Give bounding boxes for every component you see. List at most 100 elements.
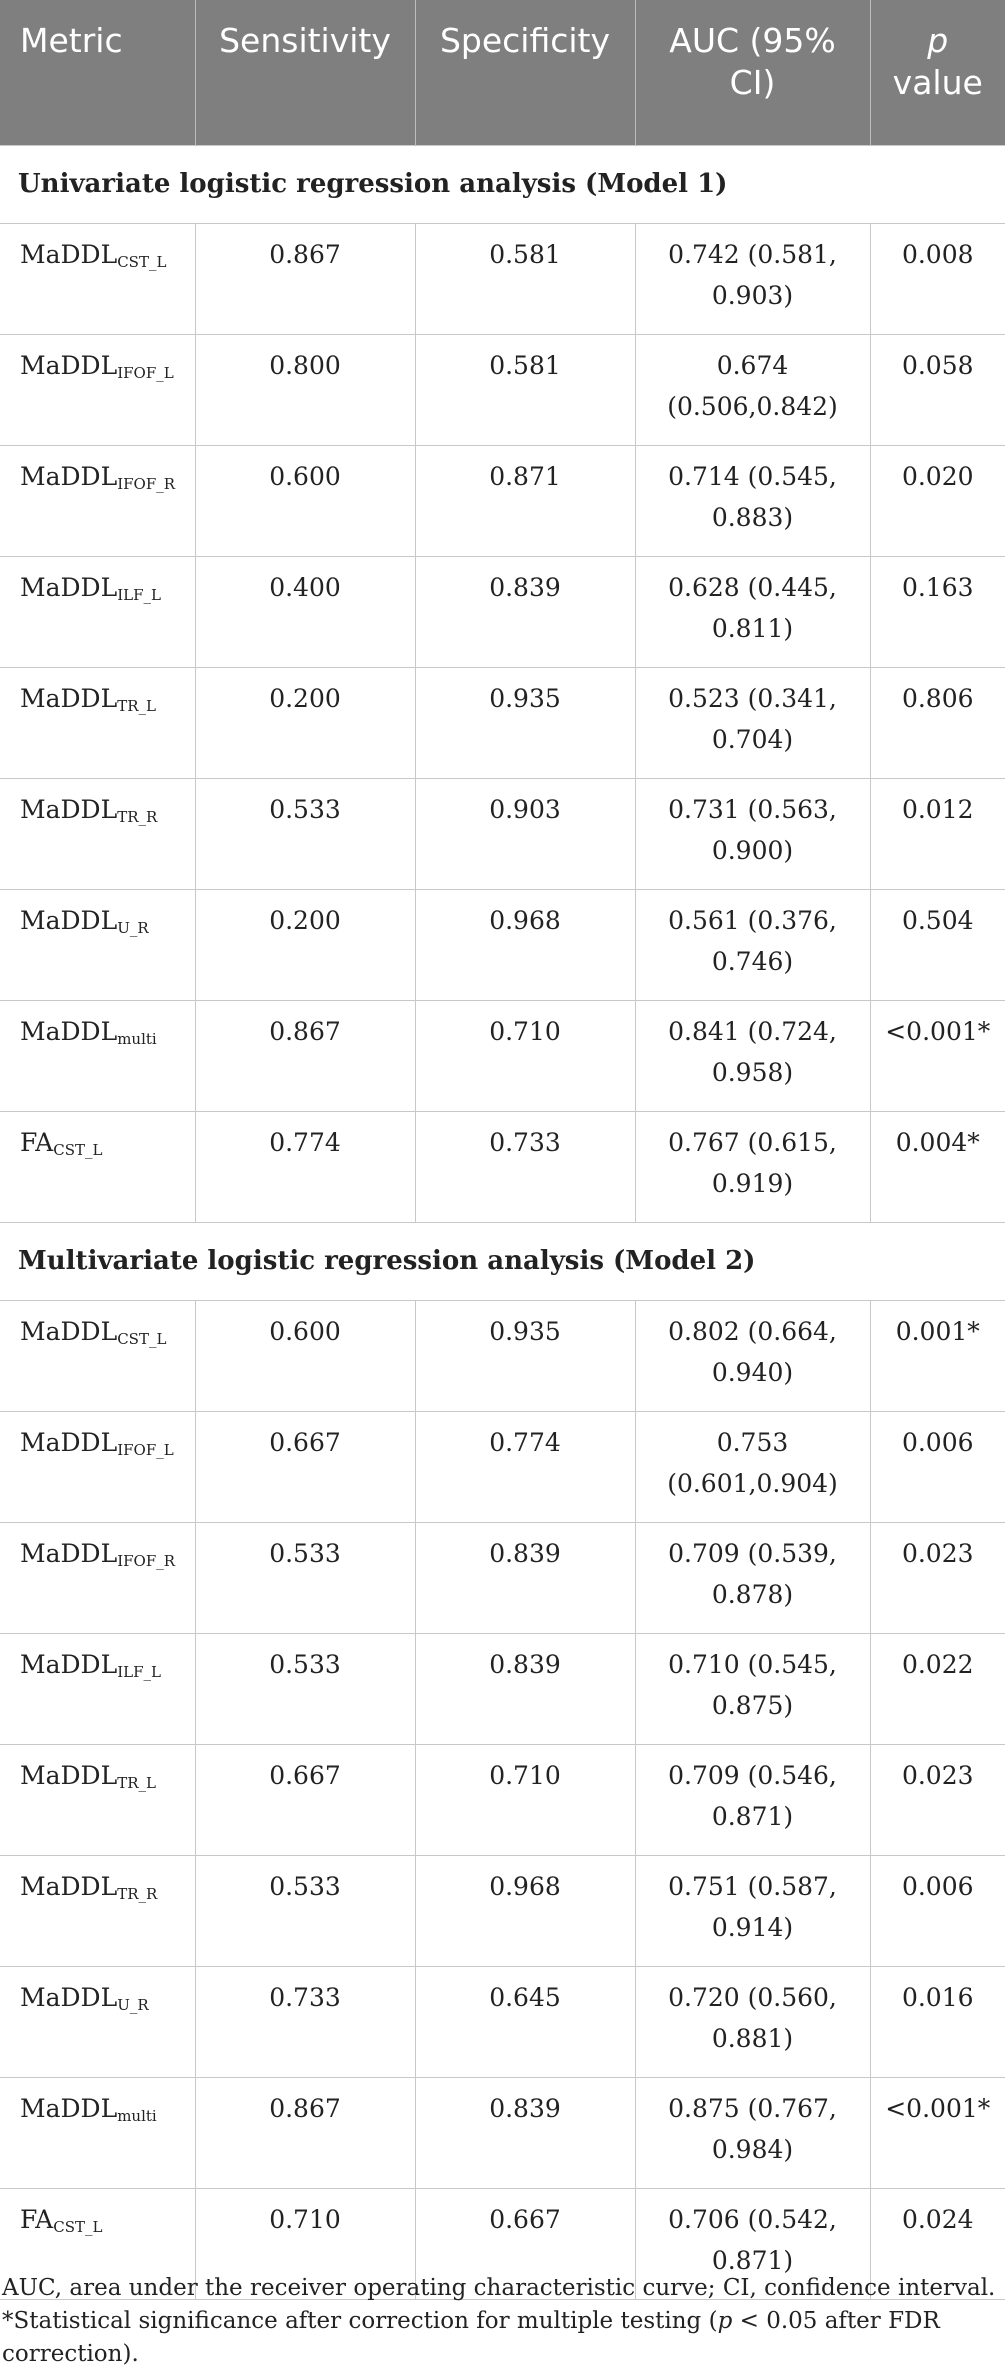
metric-subscript: multi bbox=[117, 2106, 157, 2125]
auc-cell: 0.742 (0.581, 0.903) bbox=[634, 222, 870, 334]
metric-subscript: CST_L bbox=[53, 2217, 103, 2236]
specificity-cell: 0.968 bbox=[414, 1854, 635, 1966]
auc-line1: 0.731 (0.563, bbox=[668, 794, 837, 824]
auc-line1: 0.802 (0.664, bbox=[668, 1316, 837, 1346]
sensitivity-cell: 0.400 bbox=[194, 555, 415, 667]
p-value-cell: 0.004* bbox=[869, 1110, 1005, 1222]
metric-subscript: CST_L bbox=[53, 1140, 103, 1159]
metric-name: MaDDL bbox=[20, 905, 118, 935]
sensitivity-cell: 0.774 bbox=[194, 1110, 415, 1222]
header-sensitivity: Sensitivity bbox=[194, 0, 415, 145]
table-row: MaDDLILF_L 0.533 0.839 0.710 (0.545, 0.875) 0… bbox=[0, 1632, 1005, 1744]
section-row: Univariate logistic regression analysis … bbox=[0, 144, 1005, 223]
sensitivity-cell: 0.667 bbox=[194, 1743, 415, 1855]
metric-subscript: TR_R bbox=[117, 807, 158, 826]
p-value-cell: 0.006 bbox=[869, 1410, 1005, 1522]
section-row: Multivariate logistic regression analysi… bbox=[0, 1221, 1005, 1300]
sensitivity-cell: 0.200 bbox=[194, 888, 415, 1000]
sensitivity-cell: 0.200 bbox=[194, 666, 415, 778]
metric-cell: MaDDLU_R bbox=[0, 1965, 195, 2077]
auc-cell: 0.709 (0.546, 0.871) bbox=[634, 1743, 870, 1855]
metric-name: MaDDL bbox=[20, 1316, 118, 1346]
header-specificity: Specificity bbox=[414, 0, 635, 145]
p-value-cell: 0.012 bbox=[869, 777, 1005, 889]
table-row: MaDDLIFOF_R 0.533 0.839 0.709 (0.539, 0.878)… bbox=[0, 1521, 1005, 1633]
p-value-cell: 0.001* bbox=[869, 1299, 1005, 1411]
metric-name: MaDDL bbox=[20, 1649, 118, 1679]
auc-cell: 0.731 (0.563, 0.900) bbox=[634, 777, 870, 889]
p-value-cell: <0.001* bbox=[869, 2076, 1005, 2188]
results-table: Metric Sensitivity Specificity AUC (95% … bbox=[0, 0, 1005, 2300]
auc-line1: 0.751 (0.587, bbox=[668, 1871, 837, 1901]
auc-line1: 0.709 (0.539, bbox=[668, 1538, 837, 1568]
footnote-sig-p: p bbox=[717, 2308, 733, 2334]
specificity-cell: 0.968 bbox=[414, 888, 635, 1000]
metric-subscript: IFOF_L bbox=[117, 1440, 174, 1459]
footnote-sig-prefix: *Statistical significance after correcti… bbox=[2, 2308, 718, 2334]
auc-line2: 0.871) bbox=[711, 1801, 794, 1831]
sensitivity-cell: 0.533 bbox=[194, 1854, 415, 1966]
auc-line1: 0.841 (0.724, bbox=[668, 1016, 837, 1046]
header-row: Metric Sensitivity Specificity AUC (95% … bbox=[0, 0, 1005, 145]
sensitivity-cell: 0.800 bbox=[194, 333, 415, 445]
metric-subscript: U_R bbox=[117, 918, 149, 937]
metric-subscript: ILF_L bbox=[117, 585, 161, 604]
sensitivity-cell: 0.867 bbox=[194, 2076, 415, 2188]
auc-line2: 0.883) bbox=[711, 502, 794, 532]
auc-cell: 0.674 (0.506,0.842) bbox=[634, 333, 870, 445]
table-body: Univariate logistic regression analysis … bbox=[0, 144, 1005, 2300]
sensitivity-cell: 0.533 bbox=[194, 1632, 415, 1744]
header-p-line1: p bbox=[927, 21, 949, 60]
auc-line2: 0.903) bbox=[711, 280, 794, 310]
header-auc: AUC (95% CI) bbox=[634, 0, 870, 145]
specificity-cell: 0.935 bbox=[414, 1299, 635, 1411]
header-p-line2: value bbox=[892, 63, 983, 102]
header-auc-line2: CI) bbox=[729, 63, 776, 102]
metric-cell: MaDDLTR_L bbox=[0, 1743, 195, 1855]
footnote-abbreviations: AUC, area under the receiver operating c… bbox=[2, 2275, 996, 2301]
p-value-cell: 0.022 bbox=[869, 1632, 1005, 1744]
metric-name: MaDDL bbox=[20, 1427, 118, 1457]
table-row: MaDDLIFOF_L 0.800 0.581 0.674 (0.506,0.842) 0… bbox=[0, 333, 1005, 445]
section-title: Univariate logistic regression analysis … bbox=[0, 144, 1005, 223]
metric-name: FA bbox=[20, 2204, 54, 2234]
specificity-cell: 0.581 bbox=[414, 222, 635, 334]
footnote-sig-suffix: < 0.05 after FDR correction). bbox=[2, 2308, 940, 2367]
auc-line2: (0.601,0.904) bbox=[667, 1468, 838, 1498]
auc-line2: 0.878) bbox=[711, 1579, 794, 1609]
metric-cell: MaDDLILF_L bbox=[0, 555, 195, 667]
metric-name: MaDDL bbox=[20, 2093, 118, 2123]
auc-line2: 0.919) bbox=[711, 1168, 794, 1198]
auc-line1: 0.720 (0.560, bbox=[668, 1982, 837, 2012]
auc-line1: 0.628 (0.445, bbox=[668, 572, 837, 602]
metric-cell: MaDDLCST_L bbox=[0, 1299, 195, 1411]
footnote-significance: *Statistical significance after correcti… bbox=[2, 2305, 1002, 2371]
p-value-cell: 0.023 bbox=[869, 1521, 1005, 1633]
sensitivity-cell: 0.867 bbox=[194, 222, 415, 334]
p-value-cell: 0.008 bbox=[869, 222, 1005, 334]
auc-cell: 0.753 (0.601,0.904) bbox=[634, 1410, 870, 1522]
p-value-cell: 0.163 bbox=[869, 555, 1005, 667]
table-row: MaDDLCST_L 0.867 0.581 0.742 (0.581, 0.903) 0… bbox=[0, 222, 1005, 334]
auc-line2: 0.940) bbox=[711, 1357, 794, 1387]
auc-line1: 0.561 (0.376, bbox=[668, 905, 837, 935]
header-p-value: p value bbox=[869, 0, 1005, 145]
sensitivity-cell: 0.600 bbox=[194, 1299, 415, 1411]
metric-name: MaDDL bbox=[20, 1760, 118, 1790]
p-value-cell: 0.504 bbox=[869, 888, 1005, 1000]
metric-name: MaDDL bbox=[20, 1982, 118, 2012]
auc-cell: 0.709 (0.539, 0.878) bbox=[634, 1521, 870, 1633]
metric-subscript: CST_L bbox=[117, 1329, 167, 1348]
metric-cell: FACST_L bbox=[0, 2187, 195, 2300]
auc-cell: 0.720 (0.560, 0.881) bbox=[634, 1965, 870, 2077]
metric-subscript: multi bbox=[117, 1029, 157, 1048]
specificity-cell: 0.710 bbox=[414, 1743, 635, 1855]
metric-cell: MaDDLIFOF_R bbox=[0, 1521, 195, 1633]
metric-subscript: IFOF_L bbox=[117, 363, 174, 382]
metric-cell: MaDDLU_R bbox=[0, 888, 195, 1000]
table-row: FACST_L 0.774 0.733 0.767 (0.615, 0.919) 0.00… bbox=[0, 1110, 1005, 1222]
table-row: MaDDLU_R 0.200 0.968 0.561 (0.376, 0.746) 0.5… bbox=[0, 888, 1005, 1000]
metric-name: MaDDL bbox=[20, 461, 118, 491]
metric-name: MaDDL bbox=[20, 794, 118, 824]
